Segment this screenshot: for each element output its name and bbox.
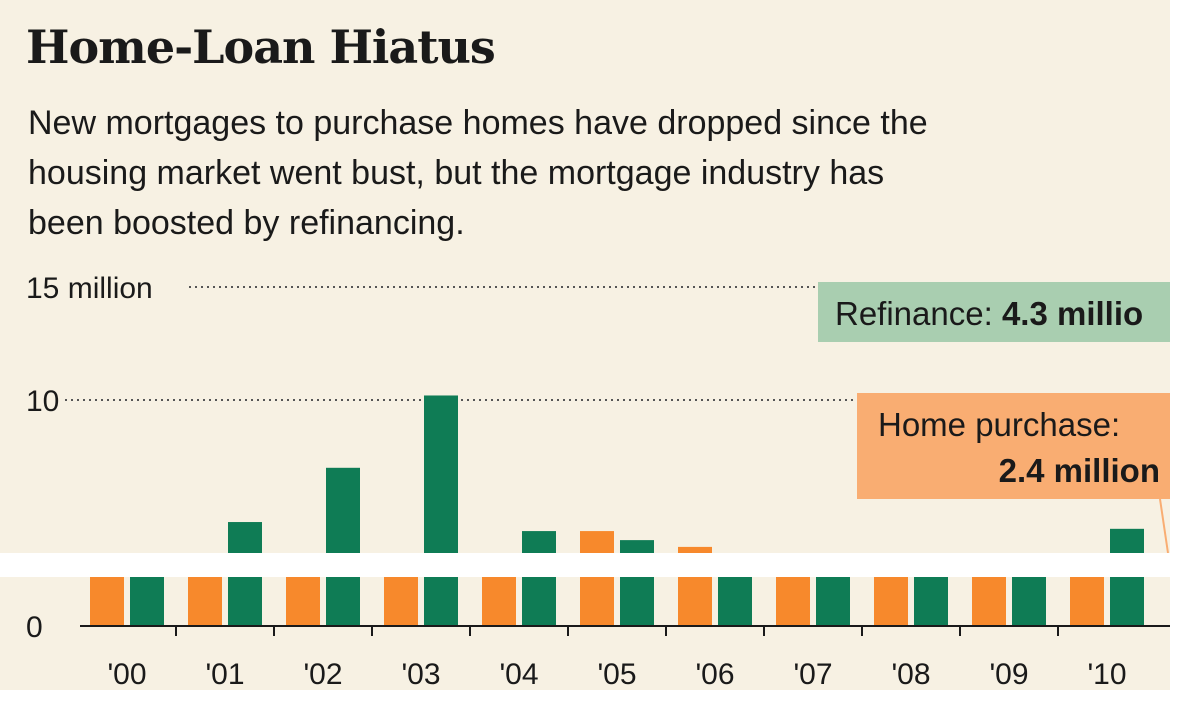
home-purchase-callout-value: 2.4 million bbox=[999, 452, 1160, 489]
chart-subtitle: New mortgages to purchase homes have dro… bbox=[28, 104, 928, 242]
refinance-bar bbox=[130, 567, 164, 626]
x-tick-label: '05 bbox=[597, 658, 636, 690]
x-tick-label: '09 bbox=[989, 658, 1028, 690]
refinance-callout: Refinance: 4.3 millio bbox=[818, 282, 1170, 342]
home-purchase-bar bbox=[580, 531, 614, 626]
x-tick-label: '07 bbox=[793, 658, 832, 690]
home-purchase-bar bbox=[90, 576, 124, 626]
x-tick-label: '08 bbox=[891, 658, 930, 690]
x-tick-label: '01 bbox=[205, 658, 244, 690]
home-purchase-callout-pointer bbox=[1159, 498, 1169, 554]
home-purchase-bar bbox=[874, 569, 908, 626]
refinance-callout-label: Refinance: bbox=[835, 295, 1002, 332]
x-tick-label: '04 bbox=[499, 658, 538, 690]
x-axis-labels: '00 '01 '02 '03 '04 '05 '06 '07 '08 '09 '10 bbox=[107, 658, 1126, 690]
refinance-callout-value: 4.3 millio bbox=[1002, 295, 1143, 332]
refinance-bar bbox=[816, 567, 850, 626]
y-tick-label: 10 bbox=[26, 385, 59, 418]
y-tick-label: 0 bbox=[26, 611, 43, 644]
x-axis-ticks bbox=[175, 626, 1059, 636]
y-tick-label: 15 million bbox=[26, 272, 153, 305]
home-purchase-bar bbox=[188, 569, 222, 626]
x-tick-label: '06 bbox=[695, 658, 734, 690]
home-purchase-bar bbox=[1070, 571, 1104, 626]
chart-title: Home-Loan Hiatus bbox=[26, 20, 496, 74]
refinance-bar bbox=[1110, 528, 1144, 626]
home-purchase-bar bbox=[972, 574, 1006, 626]
x-tick-label: '02 bbox=[303, 658, 342, 690]
refinance-bar bbox=[914, 571, 948, 626]
refinance-callout-box bbox=[818, 282, 1170, 342]
home-purchase-callout: Home purchase: 2.4 million bbox=[857, 393, 1170, 554]
x-tick-label: '03 bbox=[401, 658, 440, 690]
refinance-bar bbox=[522, 531, 556, 626]
svg-text:Refinance: 4.3 millio: Refinance: 4.3 millio bbox=[835, 295, 1143, 332]
image-gap-band bbox=[0, 553, 1170, 577]
refinance-bar bbox=[1012, 569, 1046, 626]
x-tick-label: '00 bbox=[107, 658, 146, 690]
home-purchase-callout-label: Home purchase: bbox=[878, 406, 1120, 443]
refinance-bar bbox=[424, 395, 458, 626]
x-tick-label: '10 bbox=[1087, 658, 1126, 690]
y-axis-labels: 0 10 15 million bbox=[26, 272, 153, 644]
refinance-bar bbox=[326, 467, 360, 626]
home-purchase-callout-box bbox=[857, 393, 1170, 499]
